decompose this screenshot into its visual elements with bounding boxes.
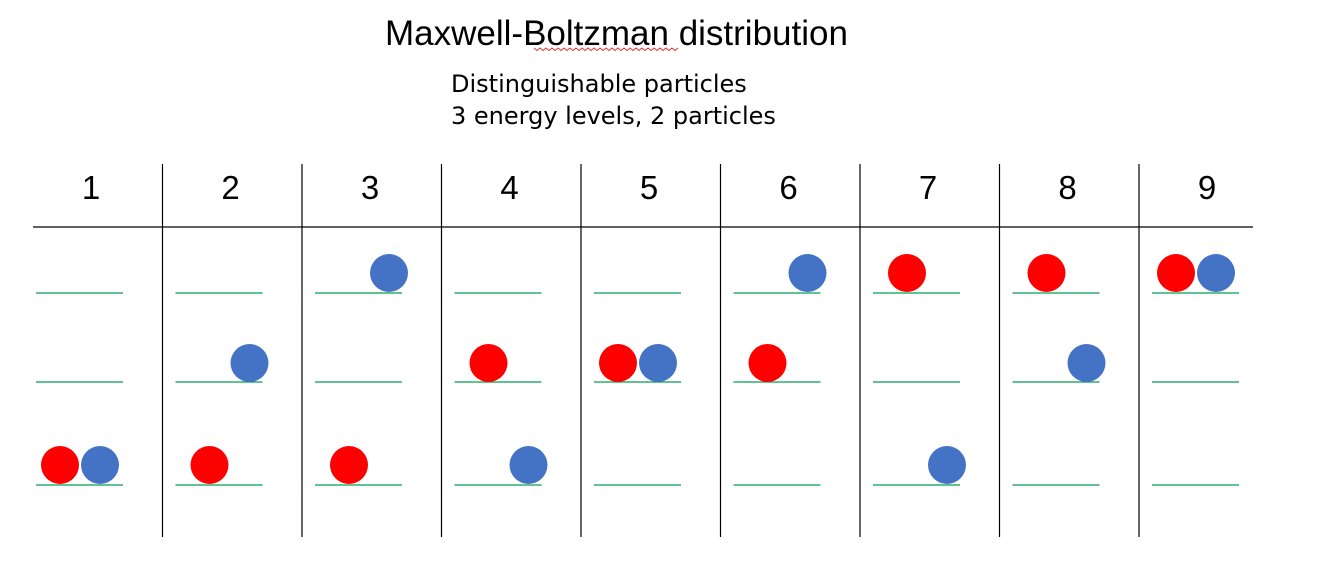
red-particle bbox=[1027, 254, 1066, 292]
red-particle bbox=[41, 446, 79, 484]
blue-particle bbox=[81, 446, 119, 484]
red-particle bbox=[599, 344, 637, 382]
subtitle-line-2: 3 energy levels, 2 particles bbox=[451, 102, 776, 130]
column-number: 8 bbox=[1058, 169, 1076, 206]
column-number: 6 bbox=[779, 169, 797, 206]
column-number: 9 bbox=[1198, 169, 1216, 206]
red-particle bbox=[748, 344, 787, 382]
column-number: 2 bbox=[221, 169, 239, 206]
blue-particle bbox=[230, 344, 269, 382]
blue-particle bbox=[370, 254, 408, 292]
column-number: 4 bbox=[500, 169, 518, 206]
column-number: 5 bbox=[640, 169, 658, 206]
subtitle-line-1: Distinguishable particles bbox=[451, 70, 747, 98]
blue-particle bbox=[1197, 254, 1235, 292]
diagram-title: Maxwell-Boltzman distribution bbox=[385, 14, 848, 53]
red-particle bbox=[190, 446, 229, 484]
red-particle bbox=[1157, 254, 1195, 292]
column-number: 1 bbox=[82, 169, 100, 206]
red-particle bbox=[888, 254, 926, 292]
blue-particle bbox=[639, 344, 677, 382]
blue-particle bbox=[1067, 344, 1106, 382]
red-particle bbox=[469, 344, 508, 382]
blue-particle bbox=[928, 446, 966, 484]
column-number: 7 bbox=[919, 169, 937, 206]
red-particle bbox=[330, 446, 368, 484]
blue-particle bbox=[788, 254, 827, 292]
spellcheck-underline bbox=[533, 47, 679, 52]
blue-particle bbox=[509, 446, 548, 484]
column-number: 3 bbox=[361, 169, 379, 206]
